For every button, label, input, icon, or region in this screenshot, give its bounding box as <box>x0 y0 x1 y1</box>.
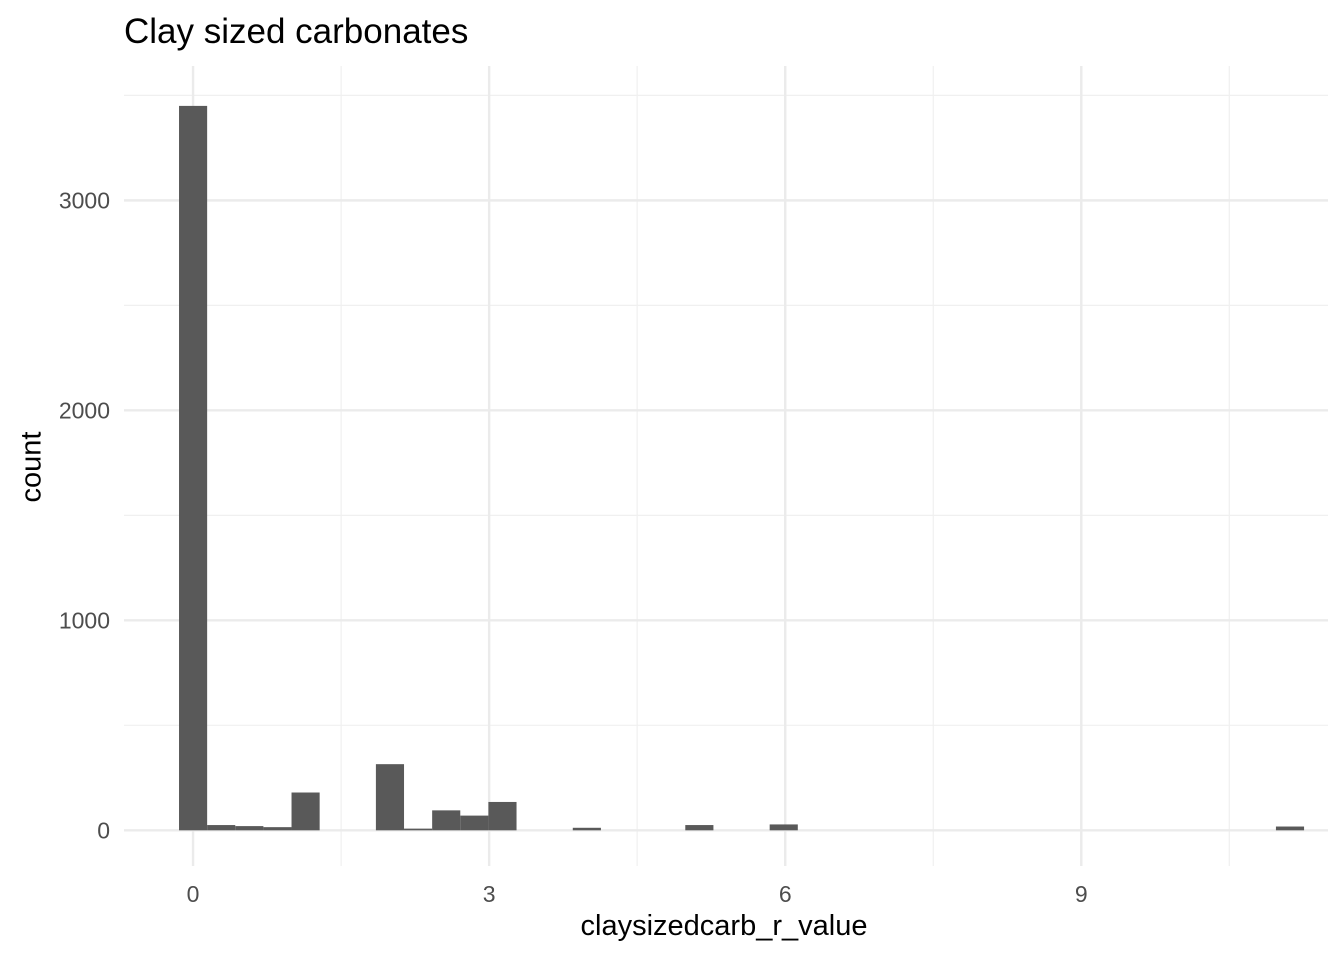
x-tick-label: 0 <box>187 881 200 907</box>
histogram-bar <box>404 828 433 831</box>
histogram-bar <box>432 810 461 831</box>
minor-gridlines <box>124 66 1328 866</box>
histogram-bar <box>263 827 292 831</box>
histogram-bar <box>235 826 264 831</box>
y-axis-ticks: 0 1000 2000 3000 <box>59 187 110 843</box>
histogram-bar <box>685 825 714 831</box>
x-axis-ticks: 0 3 6 9 <box>187 881 1088 907</box>
y-tick-label: 0 <box>97 817 110 843</box>
y-tick-label: 1000 <box>59 607 110 633</box>
histogram-bar <box>769 824 798 831</box>
histogram-bar <box>460 815 489 831</box>
y-axis-label: count <box>15 431 48 503</box>
histogram-bar <box>572 827 601 831</box>
histogram-bar <box>207 825 236 831</box>
x-tick-label: 9 <box>1075 881 1088 907</box>
y-tick-label: 3000 <box>59 187 110 213</box>
histogram-bar <box>488 801 517 831</box>
x-tick-label: 3 <box>483 881 496 907</box>
histogram-bar <box>179 105 208 831</box>
histogram-bar <box>291 792 320 831</box>
histogram-bar <box>1275 826 1305 831</box>
x-tick-label: 6 <box>779 881 792 907</box>
chart-title: Clay sized carbonates <box>124 12 469 51</box>
histogram-bars <box>179 105 1305 831</box>
y-tick-label: 2000 <box>59 397 110 423</box>
major-gridlines <box>124 66 1328 866</box>
histogram-bar <box>375 764 405 831</box>
x-axis-label: claysizedcarb_r_value <box>580 910 868 942</box>
